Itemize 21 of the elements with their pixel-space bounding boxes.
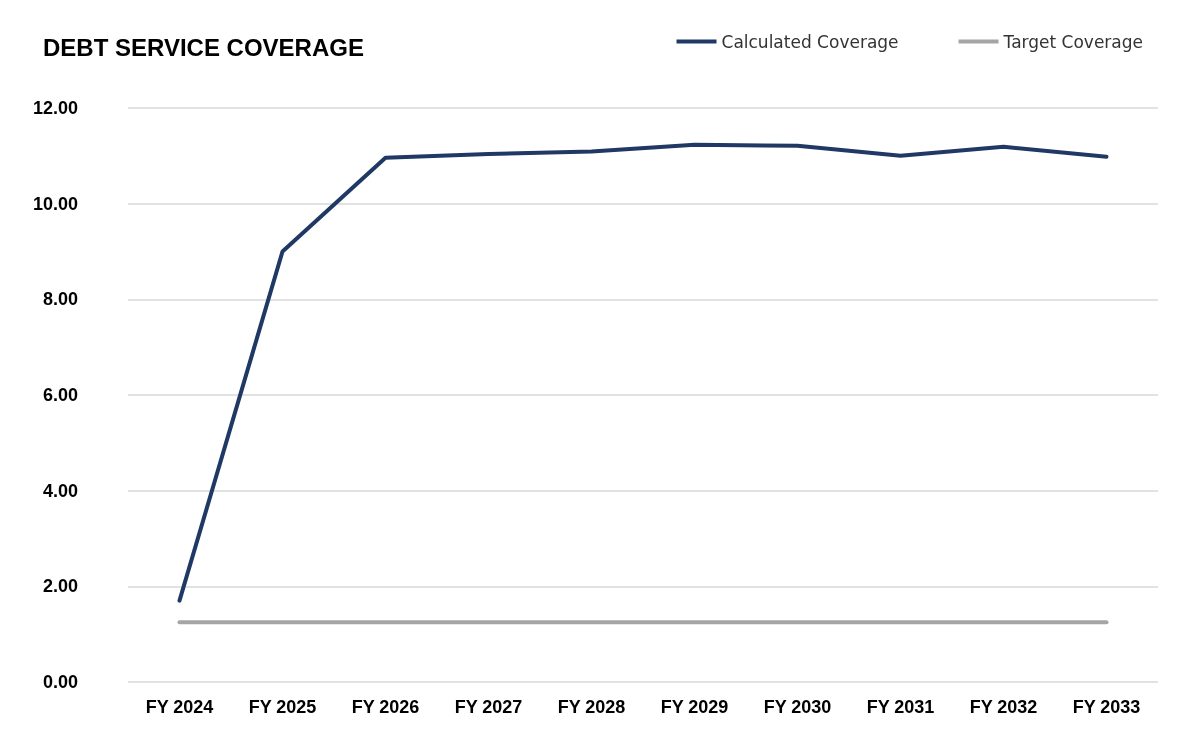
- legend-label: Calculated Coverage: [721, 31, 899, 52]
- y-tick-label: 6.00: [42, 385, 78, 405]
- x-tick-label: FY 2032: [969, 697, 1038, 717]
- y-tick-label: 2.00: [42, 576, 78, 597]
- x-tick-label: FY 2033: [1072, 697, 1141, 717]
- y-tick-label: 4.00: [42, 480, 78, 501]
- y-tick-label: 0.00: [42, 672, 78, 692]
- x-tick-label: FY 2024: [145, 697, 214, 717]
- x-tick-label: FY 2027: [454, 697, 523, 717]
- y-tick-label: 10.00: [32, 193, 78, 214]
- line-series: [177, 142, 1109, 603]
- legend-label: Target Coverage: [1002, 31, 1144, 52]
- x-tick-label: FY 2025: [248, 697, 317, 717]
- chart-title: DEBT SERVICE COVERAGE: [43, 33, 364, 61]
- x-tick-label: FY 2030: [763, 697, 832, 717]
- x-tick-label: FY 2029: [660, 697, 729, 717]
- x-tick-label: FY 2028: [557, 697, 626, 717]
- x-tick-label: FY 2026: [351, 697, 420, 717]
- y-tick-label: 8.00: [42, 289, 78, 310]
- x-tick-label: FY 2031: [866, 697, 935, 717]
- y-tick-label: 12.00: [32, 98, 78, 118]
